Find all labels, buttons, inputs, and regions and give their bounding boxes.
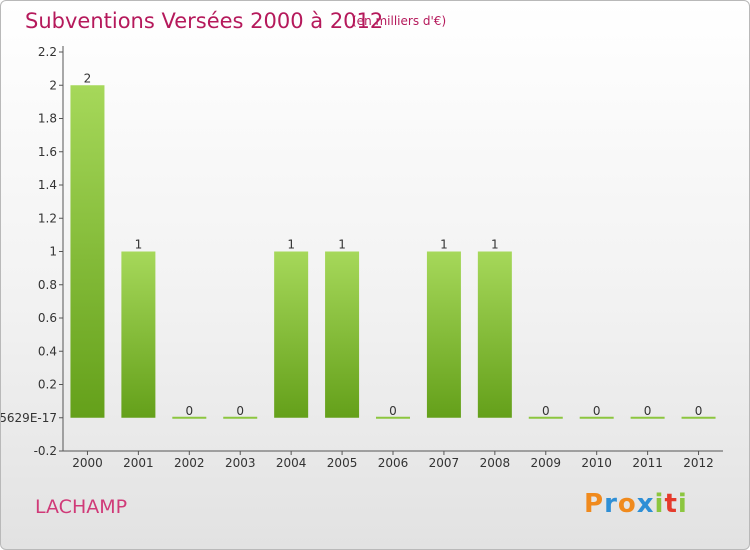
commune-name: LACHAMP bbox=[35, 496, 128, 518]
x-tick-label: 2009 bbox=[530, 456, 561, 470]
y-tick-label: 0.6 bbox=[38, 311, 57, 325]
bar-2010 bbox=[579, 416, 614, 419]
x-tick-label: 2011 bbox=[632, 456, 663, 470]
x-tick-label: 2001 bbox=[123, 456, 154, 470]
y-tick-label: 2 bbox=[49, 78, 57, 92]
y-tick-label: -0.2 bbox=[34, 444, 57, 458]
logo-letter: r bbox=[604, 489, 618, 519]
axes: 2.2 2 1.8 1.6 1.4 1.2 1 0.8 0.6 0.4 0.2 -15629E-17 -… bbox=[1, 45, 723, 470]
logo-letter: x bbox=[636, 489, 655, 519]
data-label-2006: 0 bbox=[389, 404, 397, 418]
data-label-2012: 0 bbox=[695, 404, 703, 418]
bar-2001 bbox=[121, 251, 156, 418]
y-tick-label: 0.4 bbox=[38, 344, 57, 358]
data-label-2008: 1 bbox=[491, 238, 499, 252]
data-label-2002: 0 bbox=[185, 404, 193, 418]
bar-2008 bbox=[477, 251, 512, 418]
x-tick-label: 2010 bbox=[581, 456, 612, 470]
x-tick-label: 2003 bbox=[225, 456, 256, 470]
data-label-2010: 0 bbox=[593, 404, 601, 418]
y-tick-label: 1.8 bbox=[38, 112, 57, 126]
logo-letter: o bbox=[617, 489, 637, 519]
data-label-2000: 2 bbox=[84, 71, 92, 85]
proxiti-logo[interactable]: Proxiti bbox=[584, 489, 688, 519]
data-label-2009: 0 bbox=[542, 404, 550, 418]
y-tick-label: 0.2 bbox=[38, 378, 57, 392]
logo-letter: t bbox=[664, 489, 678, 519]
y-tick-label: -15629E-17 bbox=[1, 411, 57, 425]
bar-2009 bbox=[528, 416, 563, 419]
y-tick-label: 1.6 bbox=[38, 145, 57, 159]
data-label-2004: 1 bbox=[287, 238, 295, 252]
y-tick-label: 0.8 bbox=[38, 278, 57, 292]
bar-2006 bbox=[376, 416, 410, 419]
bar-2002 bbox=[172, 416, 207, 419]
bar-2003 bbox=[223, 416, 258, 419]
logo-letter: i bbox=[654, 489, 665, 519]
data-label-2003: 0 bbox=[236, 404, 244, 418]
bar-2005 bbox=[325, 251, 360, 418]
x-tick-label: 2012 bbox=[683, 456, 714, 470]
x-tick-label: 2004 bbox=[276, 456, 307, 470]
data-label-2007: 1 bbox=[440, 238, 448, 252]
x-tick-label: 2005 bbox=[327, 456, 358, 470]
x-tick-label: 2008 bbox=[480, 456, 511, 470]
x-tick-label: 2002 bbox=[174, 456, 205, 470]
y-tick-label: 1.2 bbox=[38, 211, 57, 225]
logo-letter: i bbox=[677, 489, 688, 519]
y-tick-label: 1.4 bbox=[38, 178, 57, 192]
x-tick-label: 2000 bbox=[72, 456, 103, 470]
y-tick-label: 2.2 bbox=[38, 45, 57, 59]
y-tick-label: 1 bbox=[49, 245, 57, 259]
data-label-2001: 1 bbox=[135, 238, 143, 252]
bars: 2 1 0 0 1 1 0 1 1 0 0 0 0 bbox=[70, 71, 716, 419]
data-label-2005: 1 bbox=[338, 238, 346, 252]
x-tick-label: 2007 bbox=[429, 456, 460, 470]
bar-2000 bbox=[70, 85, 105, 418]
logo-letter: P bbox=[584, 489, 605, 519]
data-label-2011: 0 bbox=[644, 404, 652, 418]
bar-2004 bbox=[274, 251, 309, 418]
chart-subtitle: (en milliers d'€) bbox=[352, 14, 447, 28]
bar-2012 bbox=[681, 416, 716, 419]
bar-2011 bbox=[630, 416, 665, 419]
x-tick-label: 2006 bbox=[378, 456, 409, 470]
chart-title: Subventions Versées 2000 à 2012 bbox=[25, 9, 384, 33]
bar-2007 bbox=[426, 251, 461, 418]
